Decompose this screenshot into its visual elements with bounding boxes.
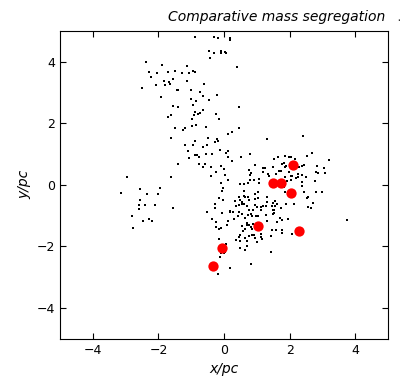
Point	[219, 245, 226, 251]
Point	[270, 180, 276, 186]
X-axis label: x/pc: x/pc	[209, 362, 239, 376]
Point	[288, 189, 294, 196]
Point	[290, 162, 296, 168]
Point	[278, 180, 284, 186]
Point	[296, 228, 303, 234]
Point	[209, 263, 216, 270]
Text: Comparative mass segregation   5: Comparative mass segregation 5	[168, 10, 400, 23]
Y-axis label: y/pc: y/pc	[17, 170, 31, 199]
Point	[255, 223, 262, 229]
